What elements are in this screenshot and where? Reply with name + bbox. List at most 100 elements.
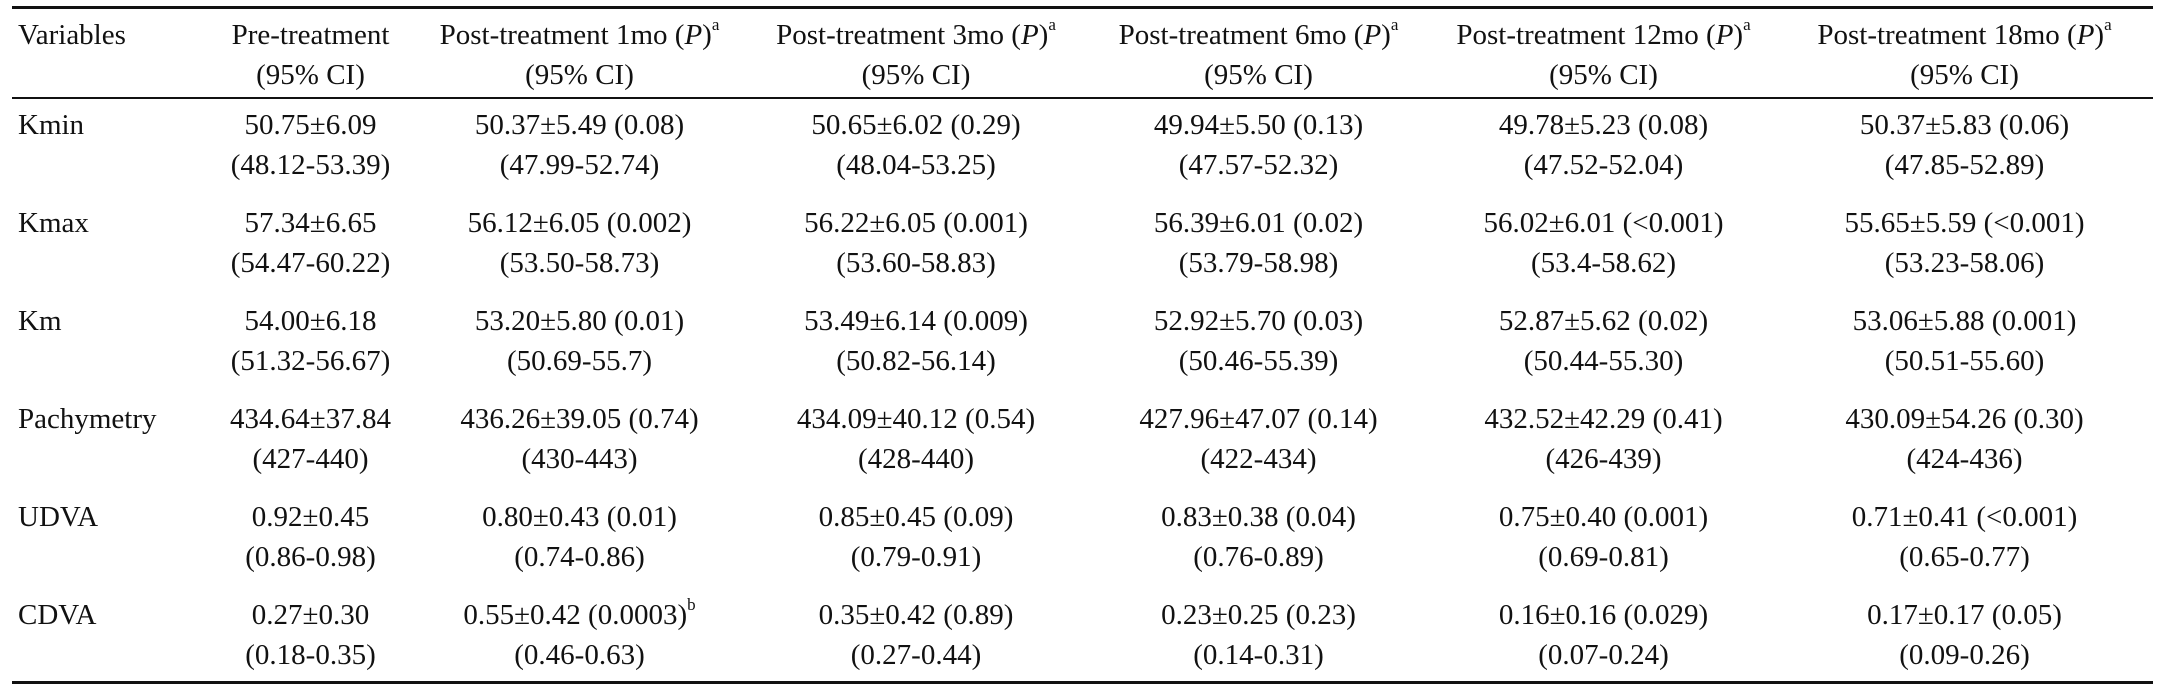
row-variable-cell: Km (12, 295, 208, 393)
cell-ci: (0.18-0.35) (245, 639, 376, 671)
header-col-6-line2: (95% CI) (1910, 59, 2019, 91)
header-row: Variables Pre-treatment (95% CI) Post-tr… (12, 8, 2153, 99)
row-variable-label: Kmin (18, 109, 85, 141)
header-col-4-line2: (95% CI) (1204, 59, 1313, 91)
table-cell: 0.17±0.17 (0.05) (0.09-0.26) (1776, 589, 2153, 683)
cell-ci: (0.65-0.77) (1899, 541, 2030, 573)
cell-mean-sd: 53.49±6.14 (0.009) (746, 301, 1086, 341)
cell-value: 50.75±6.09 (244, 109, 377, 141)
cell-value: 0.27±0.30 (251, 599, 370, 631)
cell-mean-sd: 0.75±0.40 (0.001) (1431, 497, 1776, 537)
header-col-6-line1: Post-treatment 18mo (P)a (1776, 15, 2153, 55)
cell-ci: (0.09-0.26) (1899, 639, 2030, 671)
header-col-2: Post-treatment 1mo (P)a (95% CI) (413, 8, 746, 99)
cell-value: 434.64±37.84 (230, 403, 391, 435)
cell-mean-sd: 52.92±5.70 (0.03) (1086, 301, 1431, 341)
cell-mean-sd: 0.92±0.45 (208, 497, 413, 537)
cell-mean-sd: 430.09±54.26 (0.30) (1776, 399, 2153, 439)
row-variable-cell: UDVA (12, 491, 208, 589)
cell-ci: (48.04-53.25) (836, 149, 996, 181)
table-cell: 56.12±6.05 (0.002) (53.50-58.73) (413, 197, 746, 295)
cell-ci: (0.27-0.44) (850, 639, 982, 671)
table-cell: 49.94±5.50 (0.13) (47.57-52.32) (1086, 98, 1431, 197)
table-cell: 54.00±6.18 (51.32-56.67) (208, 295, 413, 393)
cell-ci: (50.82-56.14) (836, 345, 996, 377)
cell-value: 56.39±6.01 (0.02) (1153, 207, 1364, 239)
cell-value: 0.16±0.16 (0.029) (1498, 599, 1709, 631)
cell-ci: (47.85-52.89) (1884, 149, 2045, 181)
header-col-3-line1: Post-treatment 3mo (P)a (746, 15, 1086, 55)
cell-mean-sd: 50.37±5.83 (0.06) (1776, 105, 2153, 145)
results-table: Variables Pre-treatment (95% CI) Post-tr… (12, 6, 2153, 684)
cell-ci: (50.69-55.7) (507, 345, 652, 377)
table-cell: 56.22±6.05 (0.001) (53.60-58.83) (746, 197, 1086, 295)
cell-mean-sd: 432.52±42.29 (0.41) (1431, 399, 1776, 439)
cell-mean-sd: 0.80±0.43 (0.01) (413, 497, 746, 537)
header-col-5-text: Post-treatment 12mo ( (1456, 19, 1716, 51)
cell-ci: (424-436) (1906, 443, 2023, 475)
row-variable-cell: Kmax (12, 197, 208, 295)
header-col-4-text: Post-treatment 6mo ( (1118, 19, 1364, 51)
header-col-2-line1: Post-treatment 1mo (P)a (413, 15, 746, 55)
table-row: CDVA 0.27±0.30 (0.18-0.35) 0.55±0.42 (0.000… (12, 589, 2153, 683)
header-col-3-close: ) (1038, 19, 1049, 51)
cell-value: 53.20±5.80 (0.01) (474, 305, 685, 337)
header-col-5: Post-treatment 12mo (P)a (95% CI) (1431, 8, 1776, 99)
cell-ci: (0.76-0.89) (1193, 541, 1324, 573)
header-col-2-close: ) (702, 19, 712, 51)
cell-mean-sd: 55.65±5.59 (<0.001) (1776, 203, 2153, 243)
header-col-4-footnote-mark: a (1390, 15, 1399, 35)
cell-ci: (0.07-0.24) (1538, 639, 1669, 671)
cell-mean-sd: 0.85±0.45 (0.09) (746, 497, 1086, 537)
cell-ci: (422-434) (1200, 443, 1317, 475)
cell-mean-sd: 434.64±37.84 (208, 399, 413, 439)
header-col-3-p: P (1020, 19, 1039, 51)
header-col-3-footnote-mark: a (1048, 15, 1056, 35)
table-cell: 0.35±0.42 (0.89) (0.27-0.44) (746, 589, 1086, 683)
cell-value: 0.85±0.45 (0.09) (818, 501, 1014, 533)
cell-mean-sd: 53.20±5.80 (0.01) (413, 301, 746, 341)
table-cell: 56.39±6.01 (0.02) (53.79-58.98) (1086, 197, 1431, 295)
cell-mean-sd: 0.35±0.42 (0.89) (746, 595, 1086, 635)
cell-value: 50.37±5.83 (0.06) (1859, 109, 2070, 141)
cell-value: 56.22±6.05 (0.001) (804, 207, 1028, 239)
cell-value: 52.92±5.70 (0.03) (1153, 305, 1364, 337)
cell-mean-sd: 0.71±0.41 (<0.001) (1776, 497, 2153, 537)
row-variable-cell: Kmin (12, 98, 208, 197)
cell-ci: (47.52-52.04) (1523, 149, 1684, 181)
cell-ci: (50.44-55.30) (1523, 345, 1684, 377)
table-cell: 0.23±0.25 (0.23) (0.14-0.31) (1086, 589, 1431, 683)
table-cell: 0.55±0.42 (0.0003)b (0.46-0.63) (413, 589, 746, 683)
header-col-4-line1: Post-treatment 6mo (P)a (1086, 15, 1431, 55)
cell-value: 50.65±6.02 (0.29) (811, 109, 1021, 141)
header-col-5-footnote-mark: a (1743, 15, 1751, 35)
cell-ci: (0.69-0.81) (1538, 541, 1669, 573)
cell-ci: (0.46-0.63) (514, 639, 645, 671)
header-col-3-line2: (95% CI) (861, 59, 971, 91)
cell-value: 0.71±0.41 (<0.001) (1851, 501, 2078, 533)
cell-ci: (0.14-0.31) (1193, 639, 1324, 671)
cell-mean-sd: 52.87±5.62 (0.02) (1431, 301, 1776, 341)
cell-mean-sd: 0.27±0.30 (208, 595, 413, 635)
table-cell: 0.27±0.30 (0.18-0.35) (208, 589, 413, 683)
cell-ci: (53.23-58.06) (1884, 247, 2045, 279)
cell-mean-sd: 54.00±6.18 (208, 301, 413, 341)
row-variable-label: UDVA (18, 501, 99, 533)
cell-ci: (53.50-58.73) (499, 247, 660, 279)
table-cell: 55.65±5.59 (<0.001) (53.23-58.06) (1776, 197, 2153, 295)
table-cell: 430.09±54.26 (0.30) (424-436) (1776, 393, 2153, 491)
header-col-6-p: P (2076, 19, 2095, 51)
table-cell: 434.09±40.12 (0.54) (428-440) (746, 393, 1086, 491)
header-col-4: Post-treatment 6mo (P)a (95% CI) (1086, 8, 1431, 99)
header-col-5-line2: (95% CI) (1549, 59, 1658, 91)
table-cell: 427.96±47.07 (0.14) (422-434) (1086, 393, 1431, 491)
cell-mean-sd: 56.39±6.01 (0.02) (1086, 203, 1431, 243)
cell-ci: (54.47-60.22) (230, 247, 391, 279)
cell-ci: (51.32-56.67) (230, 345, 391, 377)
table-cell: 53.06±5.88 (0.001) (50.51-55.60) (1776, 295, 2153, 393)
cell-value: 432.52±42.29 (0.41) (1484, 403, 1723, 435)
cell-ci: (48.12-53.39) (230, 149, 391, 181)
cell-mean-sd: 0.83±0.38 (0.04) (1086, 497, 1431, 537)
table-cell: 52.92±5.70 (0.03) (50.46-55.39) (1086, 295, 1431, 393)
cell-mean-sd: 50.75±6.09 (208, 105, 413, 145)
